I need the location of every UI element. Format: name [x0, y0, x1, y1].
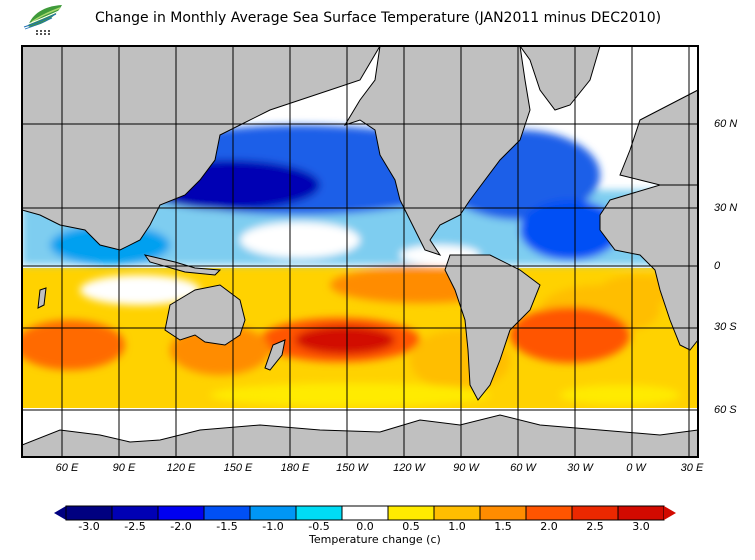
colorbar-tick-label: 0.5: [402, 520, 420, 533]
lon-label: 150 W: [336, 462, 368, 474]
leaf-logo-icon: [23, 5, 62, 35]
colorbar-tick-label: 2.5: [586, 520, 604, 533]
colorbar-bin: [203, 505, 251, 521]
land-africa: [599, 184, 698, 351]
land-greenland: [519, 46, 601, 111]
lat-label: 60 N: [714, 118, 738, 130]
colorbar-tick-label: 1.0: [448, 520, 466, 533]
land-antarctica: [22, 414, 698, 457]
colorbar-bin: [295, 505, 343, 521]
colorbar-tick-label: -1.5: [216, 520, 238, 533]
colorbar-bin: [111, 505, 159, 521]
colorbar-bin: [249, 505, 297, 521]
map-frame: [21, 45, 699, 458]
colorbar-bin: [479, 505, 527, 521]
colorbar-tick-label: -0.5: [308, 520, 330, 533]
colorbar-tick-label: 2.0: [540, 520, 558, 533]
colorbar-bin: [571, 505, 619, 521]
sst-change-map: [21, 45, 699, 458]
land-indonesia: [143, 254, 222, 276]
colorbar-tick-label: -2.0: [170, 520, 192, 533]
land-europe: [619, 89, 698, 186]
colorbar-bin: [525, 505, 573, 521]
colorbar-bin: [157, 505, 205, 521]
lon-label: 90 E: [112, 462, 136, 474]
land-madagascar: [37, 287, 47, 309]
colorbar-tick-label: 1.5: [494, 520, 512, 533]
lon-label: 90 W: [453, 462, 479, 474]
lon-label: 120 W: [393, 462, 425, 474]
lon-label: 120 E: [166, 462, 196, 474]
lon-label: 180 E: [280, 462, 310, 474]
colorbar-tick-label: 3.0: [632, 520, 650, 533]
lon-label: 60 W: [510, 462, 536, 474]
colorbar-bin: [617, 505, 665, 521]
colorbar-tick-label: -2.5: [124, 520, 146, 533]
colorbar-bin: [341, 505, 389, 521]
colorbar-over-arrow: [664, 506, 676, 520]
colorbar-under-arrow: [54, 506, 66, 520]
colorbar-bin: [65, 505, 113, 521]
lon-label: 30 W: [567, 462, 593, 474]
colorbar-tick-label: 0.0: [356, 520, 374, 533]
land-new-zealand: [264, 339, 286, 371]
colorbar-bin: [387, 505, 435, 521]
lat-label: 30 N: [714, 202, 738, 214]
lon-label: 150 E: [223, 462, 253, 474]
lat-label: 30 S: [714, 321, 737, 333]
colorbar-tick-label: -3.0: [78, 520, 100, 533]
lon-label: 60 E: [55, 462, 79, 474]
land-north-america: [343, 46, 531, 256]
lon-label: 0 W: [626, 462, 646, 474]
colorbar-bin: [433, 505, 481, 521]
lat-label: 60 S: [714, 404, 737, 416]
lon-label: 30 E: [680, 462, 704, 474]
chart-title: Change in Monthly Average Sea Surface Te…: [95, 10, 662, 26]
lat-label: 0: [714, 260, 721, 272]
colorbar-tick-label: -1.0: [262, 520, 284, 533]
colorbar-title: Temperature change (c): [309, 533, 441, 546]
graticule: [22, 46, 698, 457]
